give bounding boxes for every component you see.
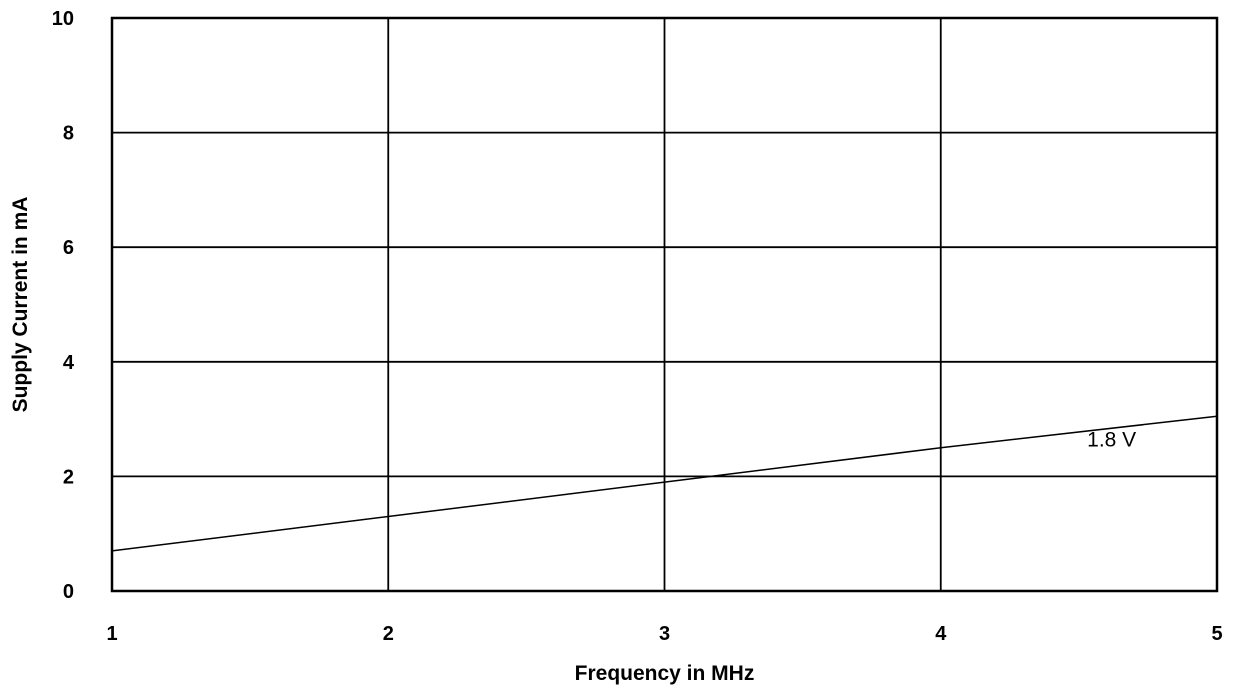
y-tick-label: 8 — [63, 123, 74, 145]
gridlines — [112, 18, 1217, 591]
plot-frame — [110, 16, 1219, 593]
y-tick-label: 4 — [63, 352, 75, 374]
series-layer: 1.8 V — [111, 415, 1218, 552]
x-tick-label: 2 — [383, 623, 394, 645]
y-tick-labels: 0 2 4 6 8 10 — [52, 8, 75, 603]
y-tick-label: 10 — [52, 8, 74, 30]
y-axis-title: Supply Current in mA — [9, 197, 32, 413]
x-tick-label: 3 — [659, 623, 670, 645]
x-tick-label: 5 — [1211, 623, 1222, 645]
x-tick-label: 4 — [935, 623, 947, 645]
x-tick-labels: 1 2 3 4 5 — [106, 623, 1222, 645]
y-tick-label: 6 — [63, 237, 74, 259]
y-tick-label: 0 — [63, 581, 74, 603]
y-tick-label: 2 — [63, 466, 74, 488]
series-line-0 — [111, 415, 1218, 552]
x-axis-title: Frequency in MHz — [575, 662, 755, 685]
x-tick-label: 1 — [106, 623, 117, 645]
series-label-0: 1.8 V — [1087, 429, 1136, 452]
